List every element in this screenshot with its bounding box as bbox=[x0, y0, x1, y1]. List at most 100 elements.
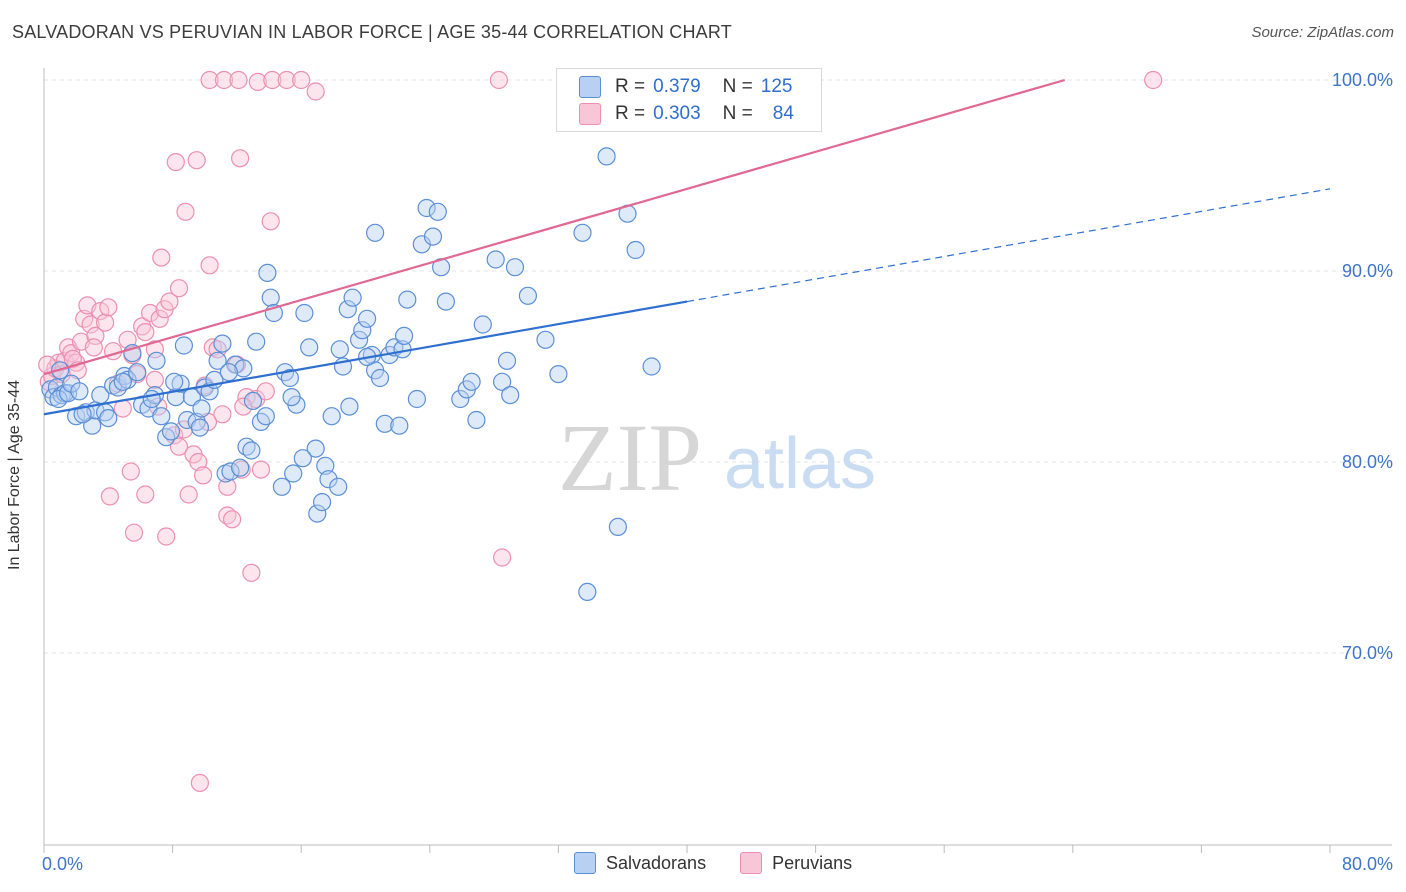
peruvian-swatch bbox=[579, 103, 601, 125]
peruvian-point bbox=[214, 70, 234, 90]
peruvian-point bbox=[261, 212, 280, 231]
salvadoran-point bbox=[451, 389, 470, 409]
peruvian-point bbox=[231, 149, 250, 168]
salvadoran-point bbox=[113, 372, 132, 391]
peruvian-point bbox=[124, 523, 144, 542]
salvadoran-point bbox=[256, 407, 275, 426]
peruvian-point bbox=[81, 315, 100, 334]
salvadoran-point bbox=[258, 263, 277, 282]
salvadoran-point bbox=[366, 223, 385, 242]
peruvian-point bbox=[1144, 70, 1163, 90]
salvadoran-point bbox=[597, 147, 616, 166]
peruvian-point bbox=[136, 485, 155, 504]
salvadoran-point bbox=[213, 334, 232, 353]
salvadoran-r-value: 0.379 bbox=[653, 76, 701, 97]
salvadoran-point bbox=[340, 397, 359, 416]
watermark: ZIP atlas bbox=[558, 404, 876, 511]
peruvian-point bbox=[121, 462, 140, 481]
salvadoran-point bbox=[261, 288, 280, 307]
salvadoran-point bbox=[308, 504, 327, 523]
peruvian-point bbox=[49, 353, 68, 372]
chart-title: SALVADORAN VS PERUVIAN IN LABOR FORCE | … bbox=[12, 22, 732, 42]
salvadoran-point bbox=[398, 290, 417, 309]
salvadoran-point bbox=[157, 428, 176, 447]
salvadoran-point bbox=[165, 372, 184, 391]
salvadoran-point bbox=[171, 374, 190, 393]
salvadoran-point bbox=[319, 470, 338, 489]
salvadoran-point bbox=[417, 198, 436, 218]
peruvian-point bbox=[133, 317, 152, 336]
peruvian-point bbox=[166, 153, 185, 172]
salvadoran-point bbox=[549, 365, 568, 384]
salvadoran-point bbox=[578, 582, 597, 602]
salvadoran-point bbox=[375, 414, 394, 433]
salvadoran-point bbox=[642, 357, 661, 376]
salvadoran-point bbox=[161, 422, 181, 441]
salvadoran-point bbox=[247, 332, 266, 351]
peruvian-point bbox=[256, 382, 275, 401]
salvadoran-point bbox=[423, 227, 443, 246]
peruvian-point bbox=[234, 397, 253, 416]
peruvian-n-label: N = bbox=[722, 103, 753, 124]
peruvian-point bbox=[306, 82, 325, 101]
legend-item-salvadorans[interactable]: Salvadorans bbox=[574, 852, 706, 874]
peruvian-trend-line bbox=[43, 78, 1066, 376]
salvadoran-n-label: N = bbox=[722, 76, 753, 97]
salvadoran-point bbox=[493, 372, 512, 391]
peruvian-point bbox=[145, 370, 164, 389]
peruvian-point bbox=[179, 485, 198, 504]
salvadoran-point bbox=[70, 382, 89, 401]
salvadoran-point bbox=[152, 407, 171, 426]
salvadoran-point bbox=[231, 458, 250, 477]
peruvian-point bbox=[189, 452, 208, 472]
peruvian-point bbox=[63, 349, 83, 368]
salvadoran-point bbox=[295, 303, 314, 323]
salvadoran-point bbox=[58, 384, 78, 403]
y-tick-label: 70.0% bbox=[1342, 643, 1393, 663]
salvadoran-point bbox=[142, 389, 161, 409]
salvadoran-point bbox=[99, 409, 118, 428]
peruvian-point bbox=[95, 313, 115, 332]
peruvian-points bbox=[38, 70, 1163, 793]
watermark-atlas: atlas bbox=[724, 424, 876, 504]
salvadoran-point bbox=[536, 330, 555, 349]
salvadoran-point bbox=[608, 517, 628, 537]
peruvian-point bbox=[136, 323, 155, 342]
salvadoran-legend-label: Salvadorans bbox=[606, 852, 707, 873]
correlation-legend: R = 0.379 N = 125 R = 0.303 N = 84 bbox=[556, 68, 822, 132]
salvadoran-point bbox=[306, 439, 325, 458]
peruvian-point bbox=[213, 405, 232, 424]
peruvian-point bbox=[251, 460, 271, 479]
peruvian-point bbox=[292, 70, 311, 90]
salvadoran-point bbox=[322, 407, 341, 426]
salvadoran-point bbox=[428, 202, 447, 221]
salvadoran-point bbox=[358, 309, 377, 328]
legend-item-peruvians[interactable]: Peruvians bbox=[740, 852, 852, 874]
peruvian-point bbox=[489, 70, 508, 90]
peruvian-n-value: 84 bbox=[772, 103, 794, 124]
salvadoran-point bbox=[370, 368, 390, 388]
peruvian-point bbox=[248, 72, 267, 92]
salvadoran-point bbox=[473, 315, 492, 334]
salvadoran-point bbox=[49, 389, 68, 409]
salvadoran-point bbox=[272, 477, 291, 496]
salvadoran-point bbox=[316, 456, 335, 475]
peruvian-point bbox=[169, 437, 189, 456]
peruvian-point bbox=[263, 70, 282, 90]
peruvian-r-value: 0.303 bbox=[653, 103, 701, 124]
salvadoran-point bbox=[234, 359, 253, 378]
salvadoran-swatch bbox=[579, 76, 601, 98]
y-tick-label: 80.0% bbox=[1342, 452, 1393, 472]
axes bbox=[43, 68, 1392, 853]
peruvian-point bbox=[200, 70, 219, 90]
peruvian-point bbox=[152, 248, 171, 267]
salvadoran-point bbox=[518, 286, 538, 305]
salvadoran-point bbox=[501, 386, 520, 405]
salvadoran-point bbox=[338, 300, 357, 319]
salvadoran-point bbox=[73, 405, 92, 424]
salvadoran-legend-swatch bbox=[574, 852, 596, 874]
peruvian-point bbox=[218, 477, 237, 496]
peruvian-point bbox=[157, 527, 176, 546]
peruvian-point bbox=[145, 340, 164, 359]
